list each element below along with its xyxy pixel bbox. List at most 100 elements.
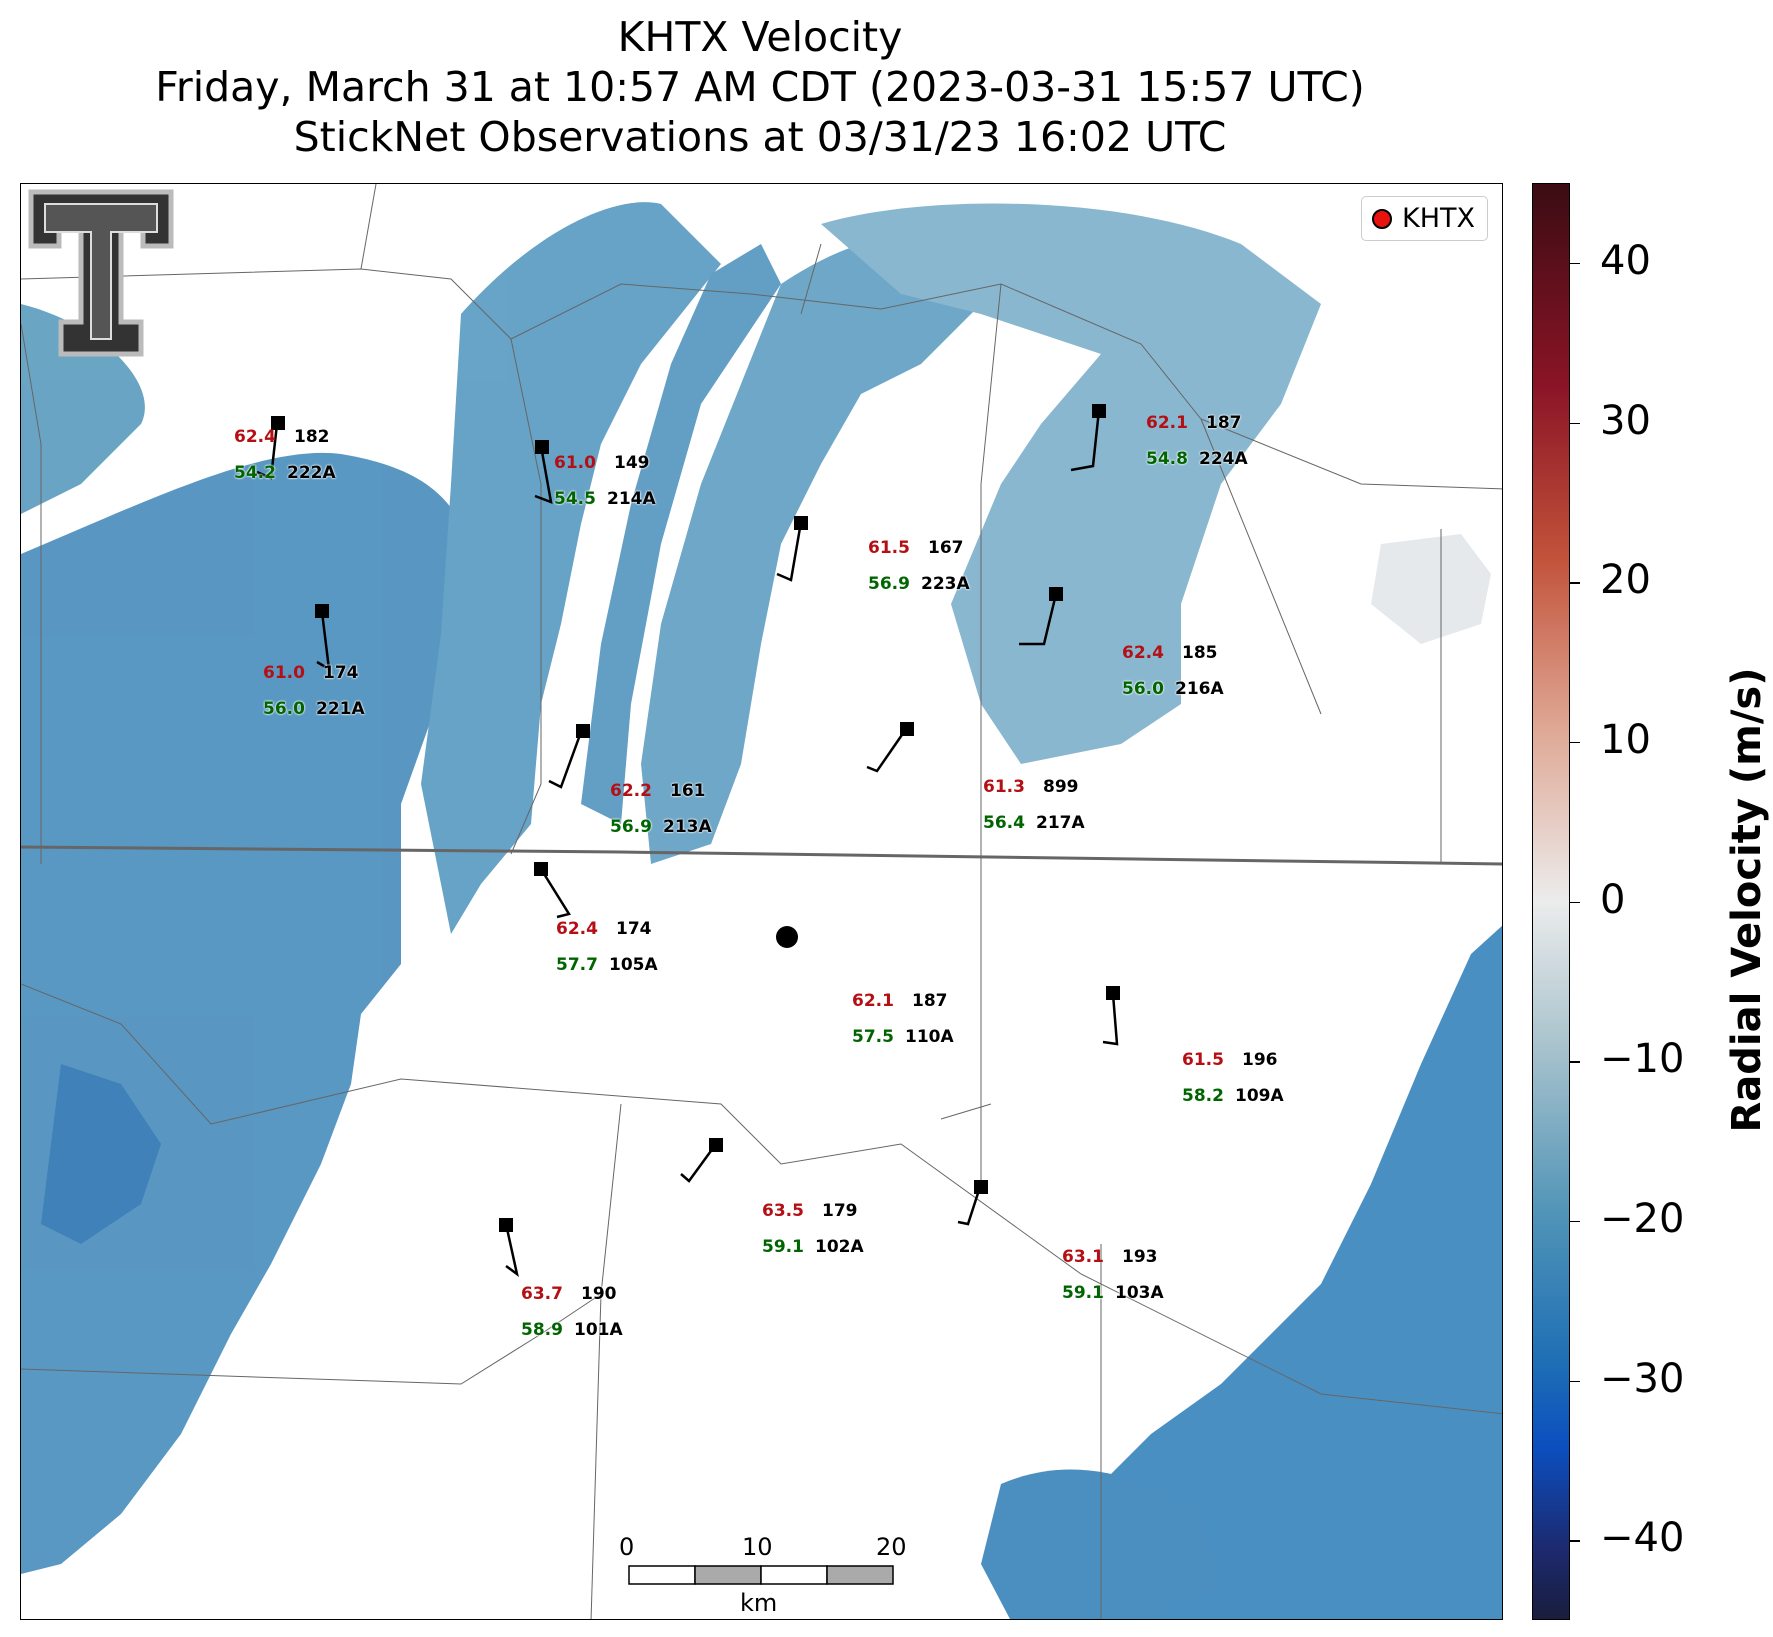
echo-band-2 [581,244,781,824]
station-id: 103A [1115,1283,1164,1303]
colorbar-tick-mark [1570,1220,1580,1223]
scale-tick-0: 0 [619,1533,635,1561]
colorbar-tick-label: 30 [1600,397,1651,444]
map-legend: KHTX [1361,196,1488,241]
station-pressure: 899 [1043,777,1079,797]
station-temp: 62.1 [1146,413,1188,433]
station-dewpoint: 59.1 [762,1237,804,1257]
station-temp: 62.4 [556,919,598,939]
colorbar-tick-mark [1570,582,1580,584]
station-temp: 61.3 [983,777,1025,797]
radar-map[interactable]: KHTX [20,183,1503,1620]
station-dewpoint: 56.9 [610,817,652,837]
county-boundaries [21,184,1502,1619]
station-dewpoint: 57.7 [556,955,598,975]
colorbar-tick-mark [1570,422,1580,424]
station-id: 223A [921,574,970,594]
station-pressure: 174 [323,663,359,683]
colorbar-tick-mark [1570,262,1580,265]
station-id: 224A [1199,449,1248,469]
title-line-2: Friday, March 31 at 10:57 AM CDT (2023-0… [155,63,1365,111]
station-temp: 63.1 [1062,1247,1104,1267]
colorbar-tick-label: −10 [1600,1036,1685,1083]
station-pressure: 187 [912,991,948,1011]
station-pressure: 179 [822,1201,858,1221]
station-temp: 63.7 [521,1284,563,1304]
colorbar-tick-mark [1570,741,1580,744]
station-pressure: 190 [581,1284,617,1304]
station-temp: 61.5 [868,538,910,558]
station-pressure: 149 [614,453,650,473]
scale-bar-segments [628,1565,894,1585]
station-id: 216A [1175,679,1224,699]
figure-title: KHTX Velocity Friday, March 31 at 10:57 … [0,12,1520,162]
station-temp: 62.2 [610,781,652,801]
title-line-1: KHTX Velocity [617,13,903,61]
station-pressure: 161 [670,781,706,801]
colorbar-tick-mark [1570,1380,1580,1382]
station-dewpoint: 58.2 [1182,1086,1224,1106]
colorbar-tick-label: −20 [1600,1195,1685,1242]
station-temp: 61.0 [554,453,596,473]
echo-band-1 [421,202,721,934]
colorbar-tick-label: 10 [1600,716,1651,763]
station-id: 109A [1235,1086,1284,1106]
legend-label: KHTX [1402,203,1475,234]
station-temp: 62.4 [234,427,276,447]
colorbar-tick-label: 40 [1600,237,1651,284]
colorbar-label: Radial Velocity (m/s) [1724,667,1770,1133]
station-dewpoint: 57.5 [852,1027,894,1047]
scale-tick-20: 20 [876,1533,907,1561]
station-pressure: 182 [294,427,330,447]
station-pressure: 185 [1182,643,1218,663]
station-pressure: 174 [616,919,652,939]
colorbar-tick-label: 0 [1600,876,1626,923]
station-id: 214A [607,489,656,509]
station-dewpoint: 56.0 [263,699,305,719]
station-id: 102A [815,1237,864,1257]
colorbar-tick-label: 20 [1600,557,1651,604]
station-dewpoint: 54.8 [1146,449,1188,469]
station-temp: 61.5 [1182,1050,1224,1070]
station-pressure: 167 [928,538,964,558]
echo-region-west [21,452,461,1574]
station-id: 213A [663,817,712,837]
station-temp: 61.0 [263,663,305,683]
station-dewpoint: 54.5 [554,489,596,509]
colorbar-tick-label: −40 [1600,1515,1685,1562]
station-id: 105A [609,955,658,975]
colorbar [1532,183,1570,1620]
station-temp: 62.1 [852,991,894,1011]
station-temp: 63.5 [762,1201,804,1221]
echo-core-west [41,1064,161,1244]
station-temp: 62.4 [1122,643,1164,663]
scale-unit: km [740,1589,778,1617]
radar-site-marker-icon [1372,208,1392,229]
colorbar-tick-mark [1570,1061,1580,1063]
station-id: 221A [316,699,365,719]
station-dewpoint: 58.9 [521,1320,563,1340]
echo-clutter-east [1371,534,1491,644]
station-dewpoint: 59.1 [1062,1283,1104,1303]
title-line-3: StickNet Observations at 03/31/23 16:02 … [293,113,1227,161]
station-id: 222A [287,463,336,483]
velocity-echoes [21,202,1502,1619]
station-pressure: 193 [1122,1247,1158,1267]
colorbar-tick-mark [1570,901,1580,903]
station-id: 110A [905,1027,954,1047]
echo-region-se [1021,925,1502,1619]
station-pressure: 187 [1206,413,1242,433]
map-canvas [21,184,1502,1619]
echo-region-ne [821,203,1321,764]
station-dewpoint: 56.0 [1122,679,1164,699]
echo-band-3 [641,236,981,864]
texas-tech-logo [28,189,174,357]
station-id: 217A [1036,813,1085,833]
station-dewpoint: 56.9 [868,574,910,594]
colorbar-tick-label: −30 [1600,1355,1685,1402]
station-dewpoint: 54.2 [234,463,276,483]
station-id: 101A [574,1320,623,1340]
colorbar-tick-mark [1570,1540,1580,1542]
state-boundary [21,845,1502,866]
station-pressure: 196 [1242,1050,1278,1070]
